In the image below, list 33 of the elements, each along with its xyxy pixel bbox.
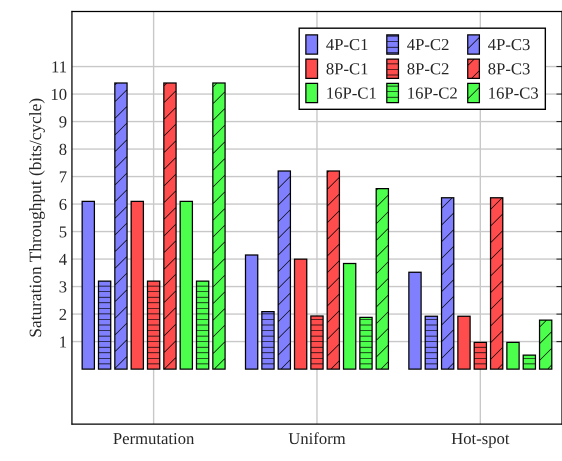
legend-label: 16P-C1 [327,87,376,99]
y-tick-label: 9 [59,116,66,128]
legend-label: 4P-C1 [326,38,368,50]
y-tick-label: 11 [52,61,66,72]
bar [408,272,422,370]
legend-label: 16P-C2 [408,87,457,99]
legend-label: 16P-C3 [489,87,538,99]
y-tick-label: 2 [59,308,66,320]
x-tick-label: Hot-spot [452,433,510,448]
legend-label: 8P-C2 [407,63,448,74]
legend-label: 4P-C3 [488,38,530,50]
legend-label: 8P-C3 [488,63,530,74]
y-tick-label: 8 [59,144,66,156]
y-tick-label: 6 [59,198,67,210]
bar [180,200,194,370]
y-tick-label: 5 [60,226,66,238]
legend-label: 4P-C2 [407,38,448,50]
x-tick-label: Permutation [113,432,194,444]
bar [294,258,308,370]
bar [457,316,471,370]
y-tick-label: 4 [59,254,67,265]
y-tick-label: 7 [60,171,67,182]
bar [244,254,258,370]
bar [342,262,356,370]
x-tick-label: Uniform [288,432,346,444]
bar [82,200,96,370]
y-tick-label: 1 [60,336,66,348]
y-tick-label: 3 [60,281,66,293]
bar [130,200,144,370]
legend-label: 8P-C1 [326,63,368,74]
bar [506,342,520,370]
y-tick-label: 10 [52,88,66,100]
y-axis-title: Saturation Throughput (bits/cycle) [29,98,45,337]
